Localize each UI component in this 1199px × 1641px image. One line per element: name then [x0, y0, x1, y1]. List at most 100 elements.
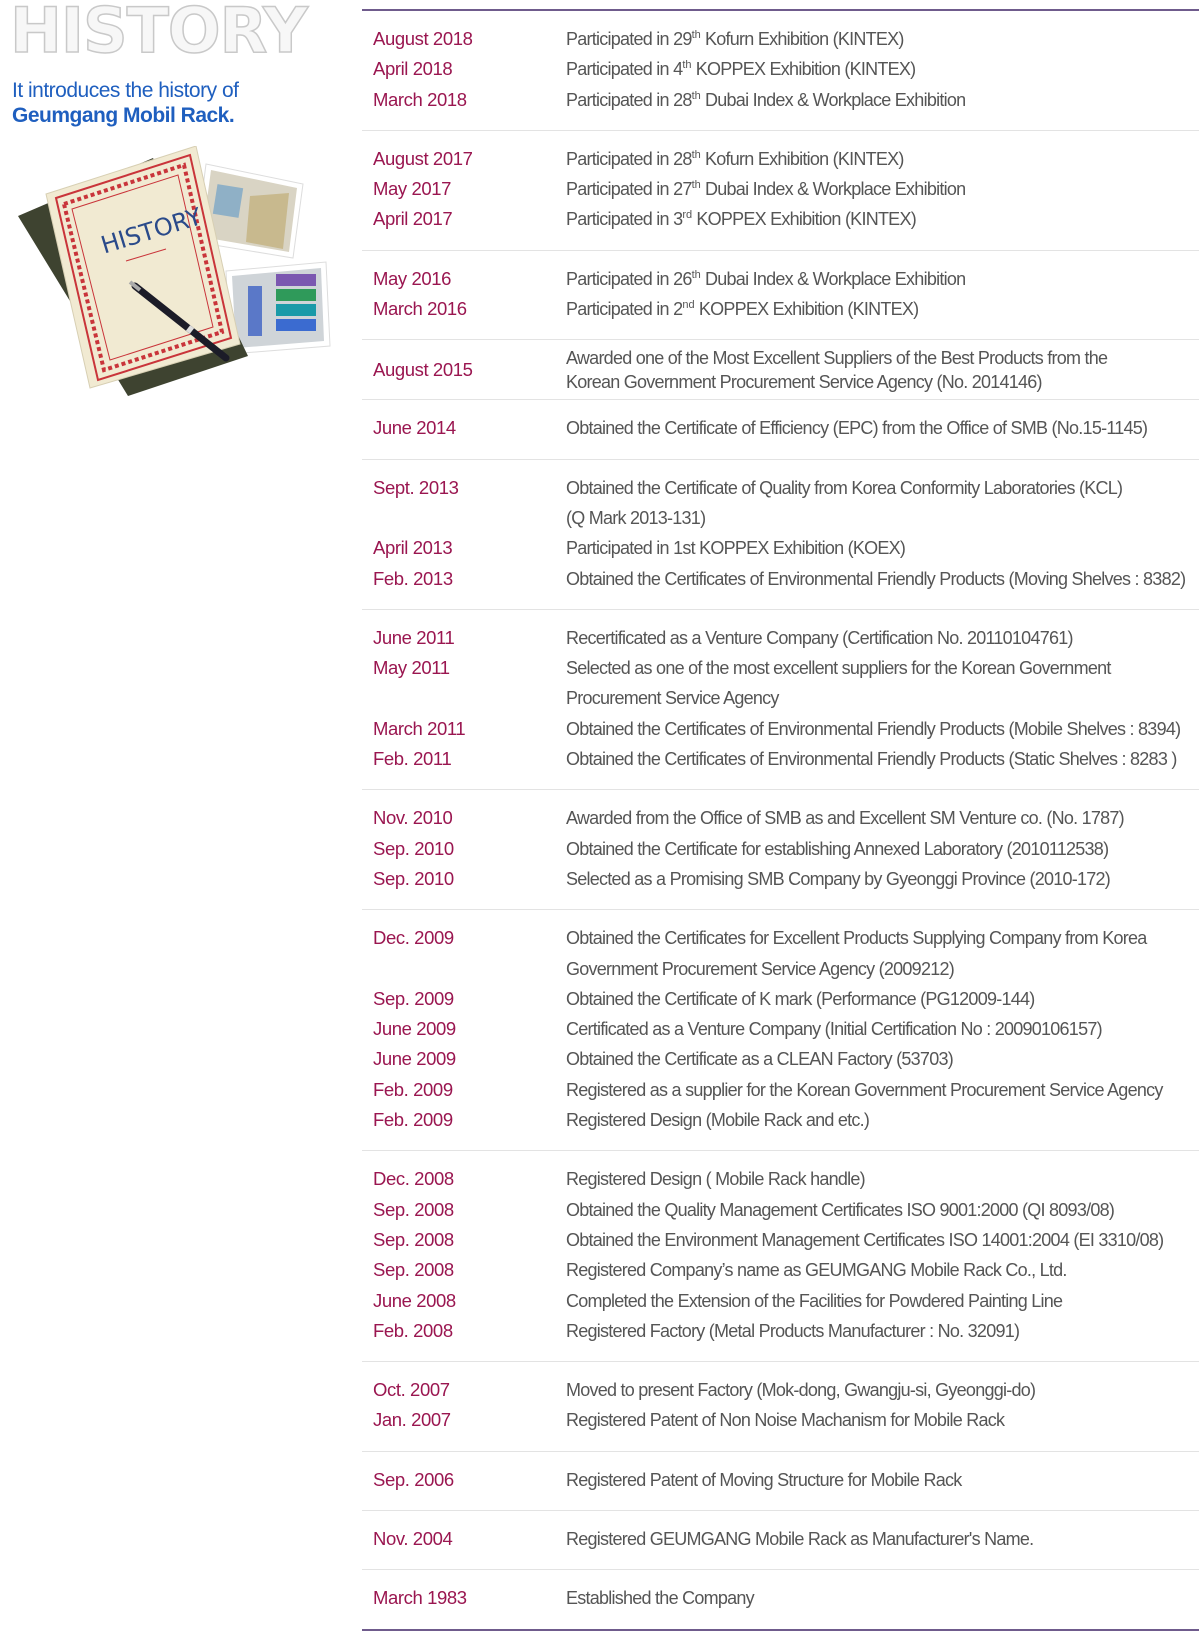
description-line: Procurement Service Agency	[566, 683, 1199, 713]
description-text: Registered as a supplier for the Korean …	[566, 1079, 1163, 1100]
entry-date: Feb. 2008	[373, 1319, 453, 1341]
timeline-year-group: March 1983 Established the Company	[362, 1569, 1199, 1628]
description-text: Participated in 2	[566, 299, 683, 320]
description-text: Participated in 28	[566, 148, 692, 169]
description-line: Registered GEUMGANG Mobile Rack as Manuf…	[566, 1524, 1199, 1554]
description-line: Registered Design ( Mobile Rack handle)	[566, 1164, 1199, 1194]
timeline-entry: June 2011 Recertificated as a Venture Com…	[362, 623, 1199, 653]
description-line: Selected as a Promising SMB Company by G…	[566, 864, 1199, 894]
entry-description: Registered GEUMGANG Mobile Rack as Manuf…	[566, 1524, 1199, 1554]
timeline-entry: June 2014 Obtained the Certificate of Eff…	[362, 413, 1199, 443]
entry-date: Sep. 2008	[373, 1198, 454, 1220]
entry-date: Feb. 2011	[373, 748, 452, 770]
entry-date: Feb. 2009	[373, 1078, 453, 1100]
timeline-year-group: August 2017 Participated in 28th Kofurn E…	[362, 129, 1199, 250]
description-line: Obtained the Certificates of Environment…	[566, 564, 1199, 594]
timeline-entry: April 2018 Participated in 4th KOPPEX Exh…	[362, 54, 1199, 84]
description-line: Awarded one of the Most Excellent Suppli…	[566, 346, 1199, 370]
description-text: Dubai Index & Workplace Exhibition	[700, 179, 966, 200]
description-text: Government Procurement Service Agency (2…	[566, 958, 955, 979]
description-text: Registered Patent of Moving Structure fo…	[566, 1469, 962, 1490]
description-text: Participated in 4	[566, 59, 683, 80]
description-text: Obtained the Certificates for Excellent …	[566, 928, 1147, 949]
description-line: Participated in 3rd KOPPEX Exhibition (K…	[566, 204, 1199, 234]
description-text: Korean Government Procurement Service Ag…	[566, 372, 1043, 393]
entry-description: Participated in 4th KOPPEX Exhibition (K…	[566, 54, 1199, 84]
description-text: Completed the Extension of the Facilitie…	[566, 1290, 1063, 1311]
description-text: Obtained the Certificates of Environment…	[566, 749, 1177, 770]
description-line: Obtained the Environment Management Cert…	[566, 1225, 1199, 1255]
entry-description: Obtained the Certificates of Environment…	[566, 564, 1199, 594]
entry-date: Sep. 2008	[373, 1259, 454, 1281]
entry-description: Registered Patent of Moving Structure fo…	[566, 1465, 1199, 1495]
description-line: (Q Mark 2013-131)	[566, 503, 1199, 533]
ordinal-suffix: th	[691, 179, 701, 192]
timeline-year-group: Sep. 2006 Registered Patent of Moving Str…	[362, 1450, 1199, 1510]
timeline-entry: Sep. 2008 Registered Company’s name as GE…	[362, 1255, 1199, 1285]
description-text: Established the Company	[566, 1588, 755, 1609]
description-text: Obtained the Certificate as a CLEAN Fact…	[566, 1049, 954, 1070]
timeline-entry: Nov. 2010 Awarded from the Office of SMB …	[362, 803, 1199, 833]
entry-date: Sep. 2009	[373, 987, 454, 1009]
description-line: Registered Company’s name as GEUMGANG Mo…	[566, 1255, 1199, 1285]
timeline-entry: April 2017 Participated in 3rd KOPPEX Exh…	[362, 204, 1199, 234]
timeline-year-group: May 2016 Participated in 26th Dubai Index…	[362, 249, 1199, 340]
entry-description: Recertificated as a Venture Company (Cer…	[566, 623, 1199, 653]
entry-description: Completed the Extension of the Facilitie…	[566, 1286, 1199, 1316]
timeline-entry: August 2017 Participated in 28th Kofurn E…	[362, 144, 1199, 174]
entry-date: March 2018	[373, 88, 467, 110]
entry-date: June 2008	[373, 1289, 456, 1311]
timeline-entry: March 2011 Obtained the Certificates of E…	[362, 714, 1199, 744]
timeline-entry: Dec. 2008 Registered Design ( Mobile Rack…	[362, 1164, 1199, 1194]
entry-description: Participated in 3rd KOPPEX Exhibition (K…	[566, 204, 1199, 234]
description-line: Selected as one of the most excellent su…	[566, 653, 1199, 683]
entry-description: Participated in 29th Kofurn Exhibition (…	[566, 24, 1199, 54]
description-text: Awarded one of the Most Excellent Suppli…	[566, 348, 1108, 369]
entry-date: June 2009	[373, 1018, 456, 1040]
timeline-entry: Feb. 2011 Obtained the Certificates of En…	[362, 744, 1199, 774]
entry-date: June 2009	[373, 1048, 456, 1070]
entry-date: March 1983	[373, 1587, 467, 1609]
entry-description: Participated in 27th Dubai Index & Workp…	[566, 174, 1199, 204]
entry-description: Registered Factory (Metal Products Manuf…	[566, 1316, 1199, 1346]
entry-description: Obtained the Certificates of Environment…	[566, 714, 1199, 744]
timeline-entry: Jan. 2007 Registered Patent of Non Noise …	[362, 1405, 1199, 1435]
timeline-year-group: Dec. 2008 Registered Design ( Mobile Rack…	[362, 1150, 1199, 1361]
description-text: Obtained the Quality Management Certific…	[566, 1199, 1115, 1220]
timeline-year-group: Dec. 2009 Obtained the Certificates for E…	[362, 909, 1199, 1150]
entry-date: May 2017	[373, 178, 452, 200]
description-line: Recertificated as a Venture Company (Cer…	[566, 623, 1199, 653]
timeline-entry: March 2018 Participated in 28th Dubai Ind…	[362, 85, 1199, 115]
description-line: Completed the Extension of the Facilitie…	[566, 1286, 1199, 1316]
timeline-entry: Sep. 2008 Obtained the Quality Management…	[362, 1195, 1199, 1225]
entry-description: Participated in 2nd KOPPEX Exhibition (K…	[566, 294, 1199, 324]
timeline-entry: March 1983 Established the Company	[362, 1583, 1199, 1613]
entry-description: Certificated as a Venture Company (Initi…	[566, 1014, 1199, 1044]
ordinal-suffix: th	[682, 59, 692, 72]
entry-date: June 2014	[373, 417, 456, 439]
entry-date: April 2013	[373, 537, 453, 559]
description-text: Awarded from the Office of SMB as and Ex…	[566, 808, 1125, 829]
entry-date: Sep. 2010	[373, 837, 454, 859]
history-timeline: August 2018 Participated in 29th Kofurn E…	[362, 9, 1199, 1631]
ordinal-suffix: th	[691, 89, 701, 102]
description-line: Obtained the Certificate of Quality from…	[566, 473, 1199, 503]
description-line: Registered Factory (Metal Products Manuf…	[566, 1316, 1199, 1346]
timeline-entry: Sep. 2009 Obtained the Certificate of K m…	[362, 984, 1199, 1014]
entry-description: Established the Company	[566, 1583, 1199, 1613]
timeline-entry: August 2018 Participated in 29th Kofurn E…	[362, 24, 1199, 54]
description-text: Obtained the Certificate of Quality from…	[566, 477, 1123, 498]
ordinal-suffix: th	[691, 268, 701, 281]
description-line: Obtained the Certificates of Environment…	[566, 714, 1199, 744]
entry-date: June 2011	[373, 626, 455, 648]
entry-date: Feb. 2009	[373, 1109, 453, 1131]
subtitle-line-2: Geumgang Mobil Rack.	[12, 104, 235, 127]
timeline-entry: Dec. 2009 Obtained the Certificates for E…	[362, 923, 1199, 984]
timeline-entry: Feb. 2009 Registered Design (Mobile Rack …	[362, 1105, 1199, 1135]
description-line: Participated in 26th Dubai Index & Workp…	[566, 264, 1199, 294]
timeline-entry: Sep. 2008 Obtained the Environment Manage…	[362, 1225, 1199, 1255]
timeline-entry: Sep. 2006 Registered Patent of Moving Str…	[362, 1465, 1199, 1495]
description-line: Obtained the Certificate of Efficiency (…	[566, 413, 1199, 443]
entry-date: Feb. 2013	[373, 567, 453, 589]
description-text: Dubai Index & Workplace Exhibition	[700, 89, 966, 110]
